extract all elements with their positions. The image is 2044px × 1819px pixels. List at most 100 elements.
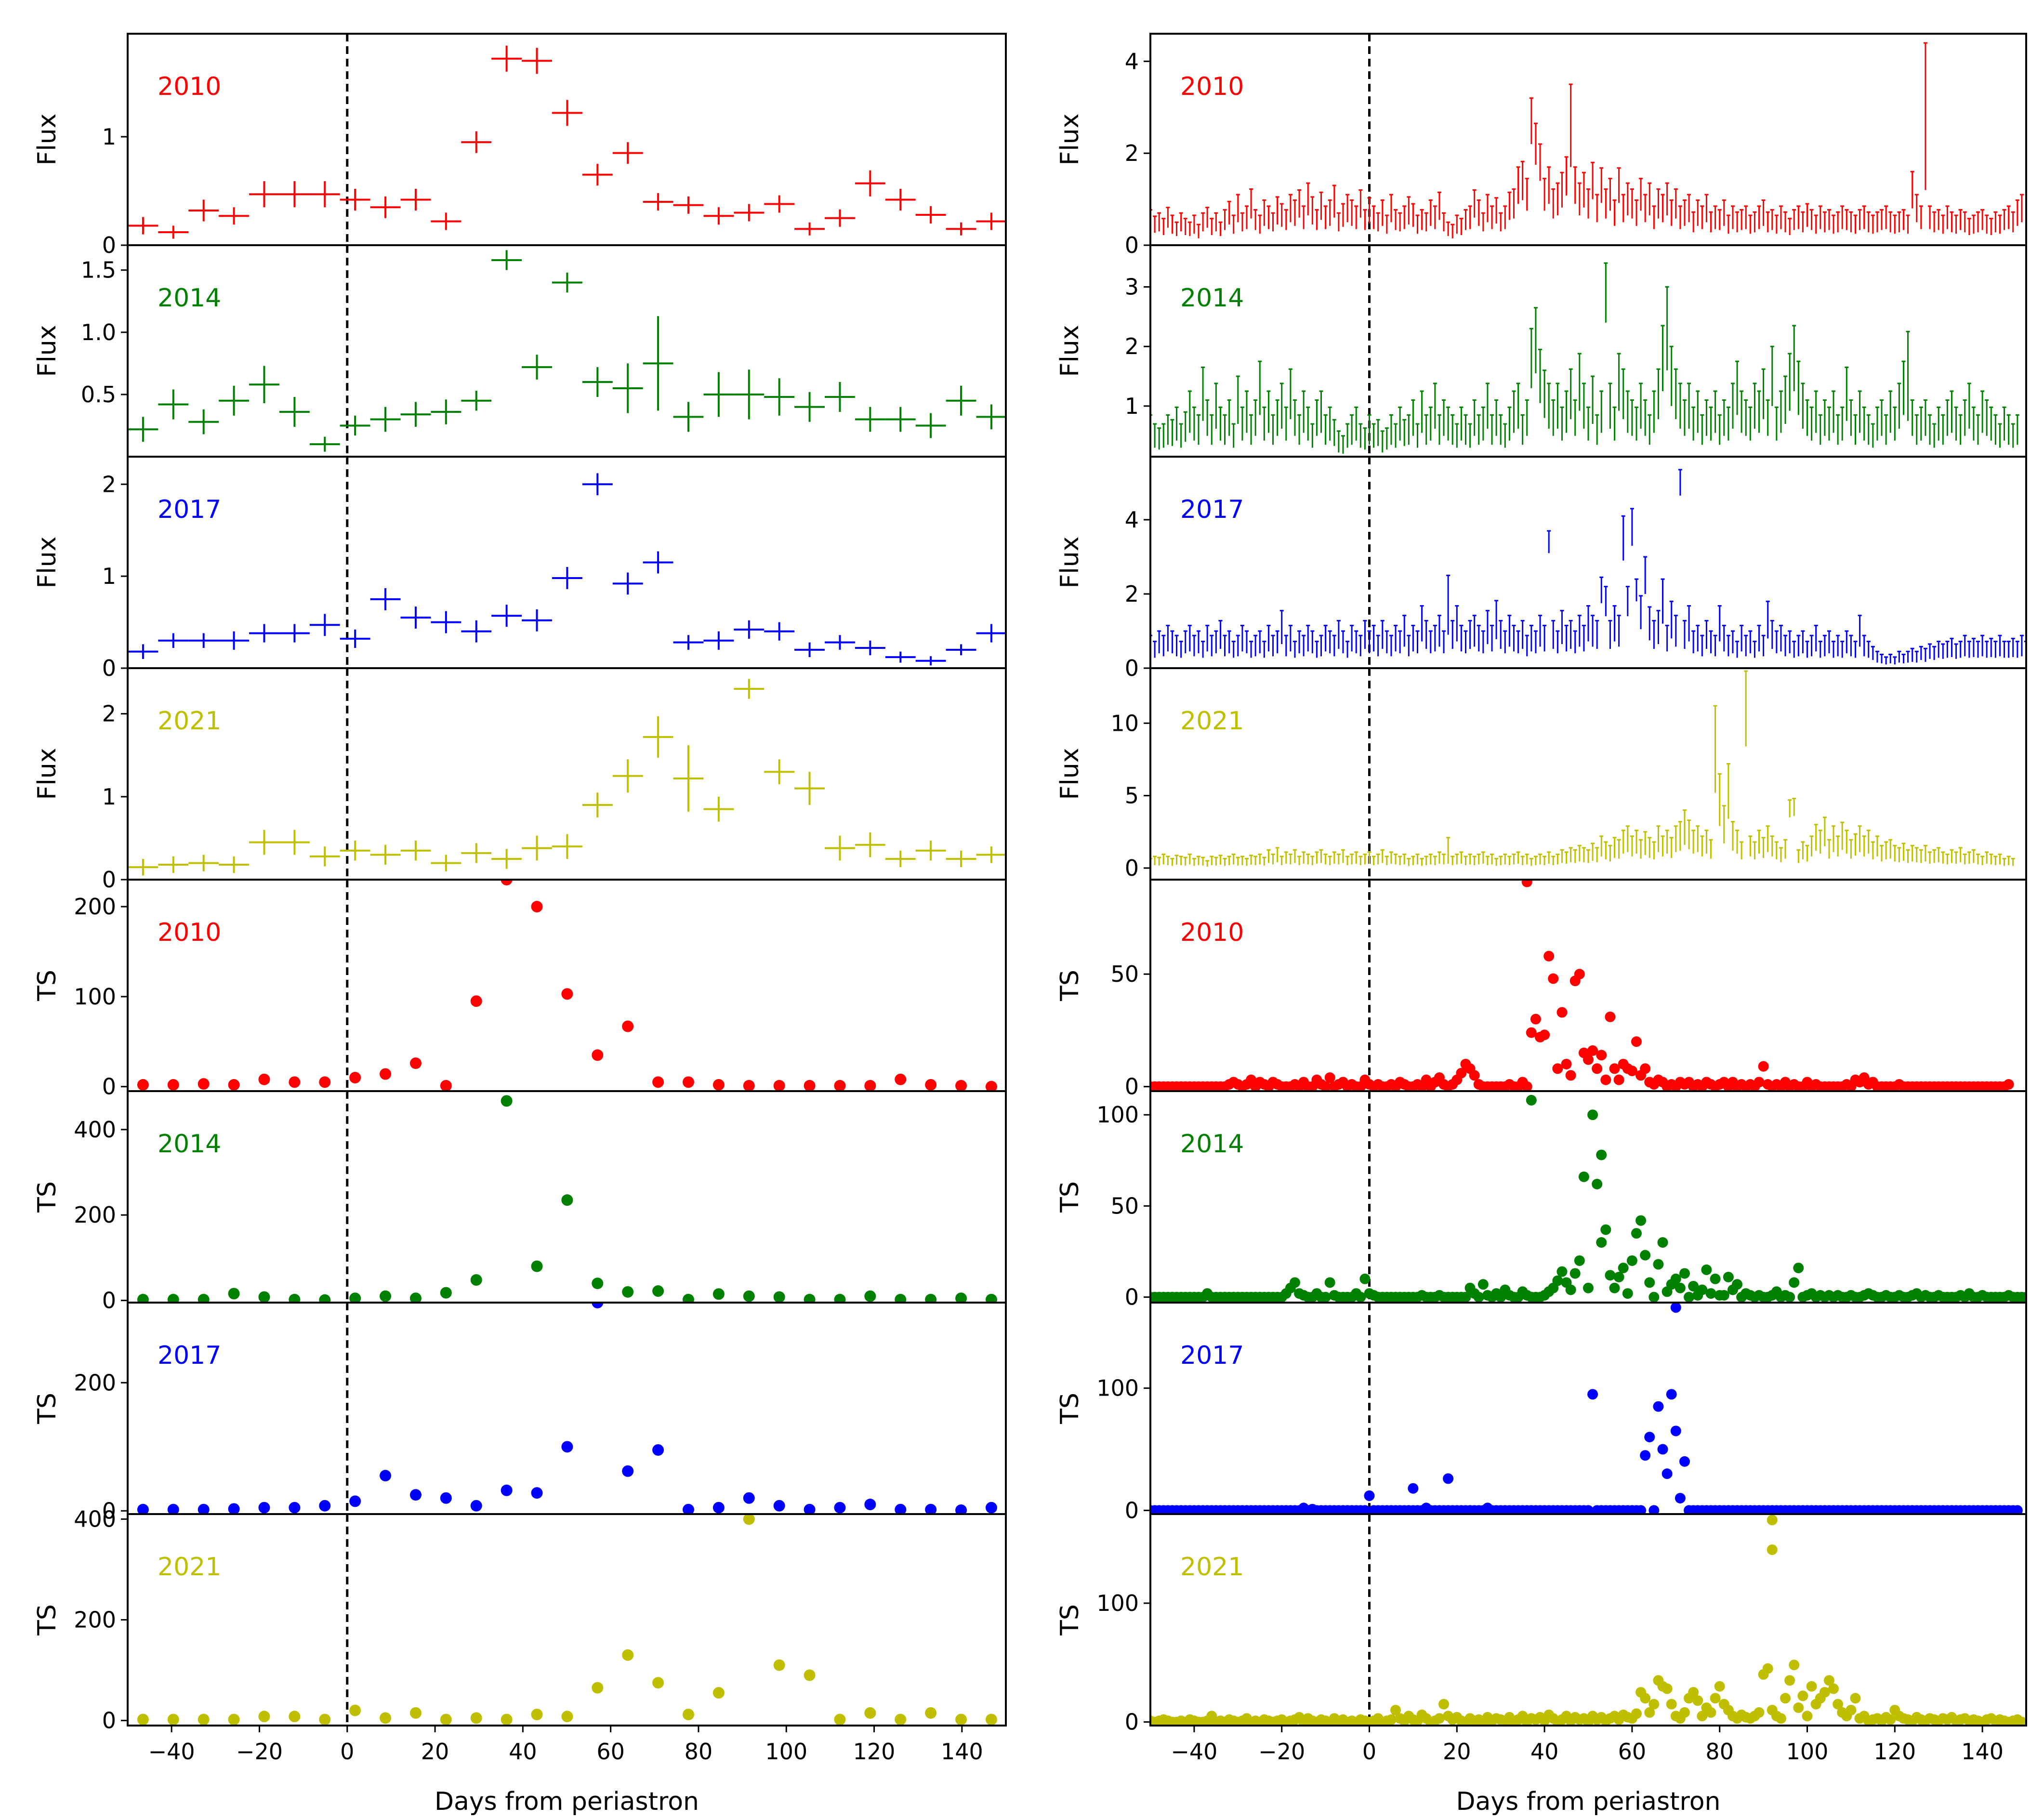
ts-point [501, 1095, 513, 1107]
year-label: 2010 [158, 72, 221, 101]
x-tick-label: 100 [1786, 1739, 1829, 1765]
x-tick-label: 0 [1362, 1739, 1376, 1765]
ts-point [682, 1293, 694, 1303]
ts-point [1596, 1149, 1607, 1160]
ts-point [2016, 1716, 2026, 1726]
ts-point [1385, 1714, 1397, 1725]
panel-frame [127, 1513, 1007, 1727]
y-tick-label: 200 [74, 1202, 116, 1228]
panel-plot-area [1150, 1514, 2026, 1726]
panel-frame [1149, 1302, 2027, 1515]
ts-point [682, 1503, 694, 1514]
ts-point [561, 1711, 573, 1723]
ts-point [1592, 1179, 1603, 1190]
ts-point [531, 901, 543, 913]
ts-point [1784, 1675, 1795, 1686]
y-tick-label: 1.0 [81, 319, 116, 345]
year-label: 2021 [1180, 1553, 1244, 1582]
ts-point [1473, 1292, 1484, 1303]
ts-point [1622, 1288, 1633, 1299]
panel-plot-area [128, 245, 1006, 457]
ts-point [1784, 1292, 1795, 1303]
ts-point [804, 1293, 816, 1303]
ts-point [319, 1294, 331, 1303]
ts-point [1574, 1255, 1585, 1266]
ts-point [1587, 1389, 1598, 1400]
ts-point [258, 1502, 270, 1514]
ts-point [1662, 1468, 1673, 1479]
ts-point [1828, 1683, 1839, 1694]
ts-point [1635, 1215, 1647, 1226]
ts-point [1565, 1284, 1576, 1295]
ts-point [1609, 1063, 1620, 1074]
ts-point [409, 1707, 422, 1719]
ts-point [1596, 1050, 1607, 1061]
ts-point [2021, 1292, 2026, 1303]
ts-point [1670, 1425, 1681, 1437]
ts-point [1640, 1250, 1651, 1261]
ts-point [561, 1441, 573, 1453]
ts-point [501, 1484, 513, 1496]
ts-point [1434, 1713, 1445, 1724]
ts-point [1578, 1171, 1589, 1182]
ts-point [137, 1503, 149, 1514]
ts-point [1802, 1711, 1813, 1722]
y-tick-label: 0 [102, 232, 116, 258]
panel-plot-area [1150, 1091, 2026, 1303]
y-tick-label: 2 [1125, 333, 1139, 359]
panel-frame [127, 879, 1007, 1092]
ts-point [1583, 1282, 1594, 1293]
ts-point [652, 1076, 664, 1088]
ts-point [1583, 1505, 1594, 1514]
ts-point [1359, 1273, 1371, 1284]
ts-point [834, 1080, 846, 1091]
y-tick-label: 50 [1110, 1193, 1139, 1219]
y-tick-label: 1.5 [81, 257, 116, 283]
ts-point [440, 1080, 452, 1091]
panel-plot-area [1150, 668, 2015, 880]
panel-right-7: 0 100 TS 2021 −40 −20 0 20 40 60 80 100 120 140 [1055, 1513, 2027, 1765]
ts-point [682, 1076, 694, 1088]
ts-point [712, 1687, 725, 1699]
ts-point [380, 1712, 392, 1724]
ts-point [864, 1290, 876, 1302]
panel-plot-area [1150, 1303, 2023, 1514]
ts-point [592, 1303, 604, 1308]
panel-plot-area [137, 1091, 997, 1303]
ts-point [622, 1020, 634, 1032]
ts-point [1561, 1058, 1572, 1069]
ts-point [1289, 1277, 1300, 1288]
ts-point [1723, 1272, 1734, 1283]
ts-point [955, 1292, 967, 1303]
y-tick-label: 0 [1125, 1709, 1139, 1735]
year-label: 2010 [1180, 72, 1244, 101]
y-tick-label: 0.5 [81, 382, 116, 408]
ts-point [289, 1076, 301, 1088]
ts-point [1819, 1687, 1830, 1698]
ts-point [1552, 1275, 1563, 1286]
panel-right-4: 0 50 TS 2010 [1055, 879, 2027, 1100]
ts-point [228, 1503, 240, 1514]
ts-point [198, 1293, 210, 1303]
ts-point [1521, 1081, 1532, 1091]
ts-point [380, 1290, 392, 1302]
ts-point [804, 1080, 816, 1091]
ts-point [773, 1659, 785, 1671]
y-tick-label: 200 [74, 1607, 116, 1633]
y-tick-label: 50 [1110, 961, 1139, 987]
ts-point [1443, 1473, 1454, 1484]
ts-point [652, 1444, 664, 1456]
panel-frame [127, 33, 1007, 246]
ts-point [925, 1503, 937, 1514]
ts-point [1758, 1061, 1769, 1072]
ts-point [985, 1293, 997, 1303]
year-label: 2017 [1180, 495, 1244, 524]
ts-point [804, 1503, 816, 1514]
year-label: 2010 [158, 918, 221, 947]
y-tick-label: 0 [1125, 655, 1139, 681]
ts-point [137, 1714, 149, 1726]
ts-point [1797, 1690, 1808, 1701]
y-tick-label: 0 [1125, 1284, 1139, 1310]
panel-plot-area [137, 1514, 997, 1726]
x-tick-label: 0 [340, 1739, 354, 1765]
